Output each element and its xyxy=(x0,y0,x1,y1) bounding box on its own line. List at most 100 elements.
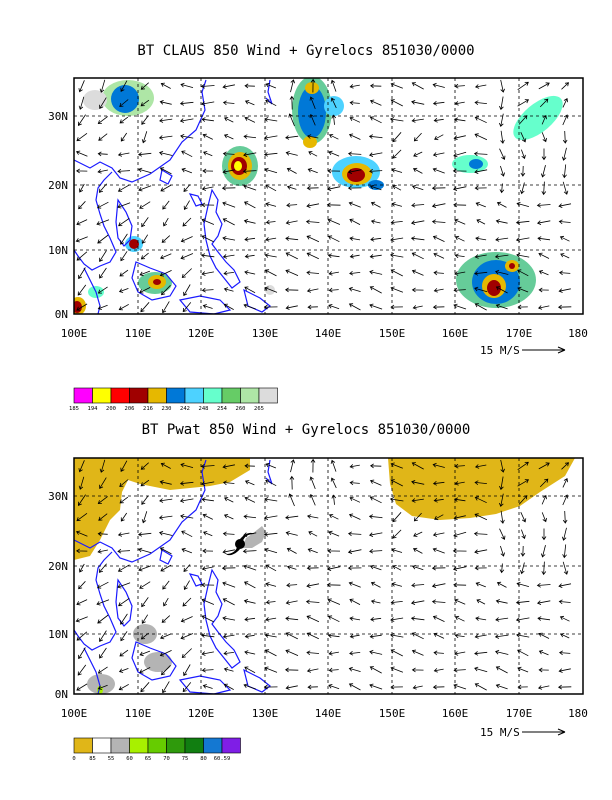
wind-arrow xyxy=(243,219,256,224)
wind-arrow xyxy=(330,79,337,92)
x-tick-label: 100E xyxy=(61,327,88,340)
wind-arrow xyxy=(369,666,382,674)
wind-arrow xyxy=(562,130,568,144)
wind-arrow xyxy=(243,581,256,589)
wind-arrow xyxy=(285,151,298,156)
x-tick-label: 180 xyxy=(568,707,588,720)
wind-arrow xyxy=(158,150,173,156)
wind-arrow xyxy=(158,515,173,520)
wind-arrow xyxy=(391,548,403,553)
wind-arrow xyxy=(538,82,550,90)
wind-arrow xyxy=(475,202,486,208)
wind-arrow xyxy=(368,532,383,537)
wind-arrow xyxy=(500,165,505,177)
x-tick-label: 160E xyxy=(442,707,469,720)
x-tick-label: 150E xyxy=(379,707,406,720)
wind-arrow xyxy=(349,496,361,503)
wind-arrow xyxy=(201,598,215,605)
colorbar-label: 80 xyxy=(200,756,207,762)
wind-arrow xyxy=(264,666,278,673)
wind-arrow xyxy=(411,269,424,276)
panel1-map: 100E 110E 120E 130E 140E 150E 160E 170E … xyxy=(48,77,588,412)
wind-arrow xyxy=(162,681,170,694)
wind-arrow xyxy=(411,667,424,673)
wind-arrow xyxy=(432,547,445,554)
wind-arrow xyxy=(349,480,360,486)
wind-arrow xyxy=(327,598,341,605)
wind-arrow xyxy=(306,134,319,139)
wind-arrow xyxy=(159,547,172,555)
wind-arrow xyxy=(500,510,505,524)
x-tick-label: 130E xyxy=(252,327,279,340)
wind-arrow xyxy=(307,548,318,554)
wind-arrow xyxy=(540,165,546,178)
wind-arrow xyxy=(160,253,172,260)
wind-arrow xyxy=(474,116,487,124)
wind-arrow xyxy=(222,201,236,208)
wind-arrow xyxy=(411,582,425,588)
wind-arrow xyxy=(452,566,467,571)
wind-arrow xyxy=(411,252,424,260)
wind-arrow xyxy=(285,305,298,310)
wind-arrow xyxy=(515,600,530,605)
wind-arrow xyxy=(99,647,107,659)
wind-arrow xyxy=(200,633,215,638)
wind-arrow xyxy=(141,614,149,624)
wind-arrow xyxy=(99,477,107,490)
wind-arrow xyxy=(413,531,423,537)
wind-arrow xyxy=(263,532,278,537)
wind-arrow xyxy=(75,236,88,243)
wind-arrow xyxy=(183,184,191,193)
wind-arrow xyxy=(96,581,109,589)
wind-arrow xyxy=(433,270,444,276)
wind-arrow xyxy=(474,683,487,691)
wind-arrow xyxy=(348,666,361,672)
wind-arrow xyxy=(390,649,403,657)
wind-arrow xyxy=(453,497,466,502)
wind-arrow xyxy=(263,135,278,140)
colorbar-swatch xyxy=(92,737,112,754)
wind-arrow xyxy=(390,219,403,225)
wind-arrow xyxy=(411,462,424,470)
wind-arrow xyxy=(558,288,571,293)
wind-arrow xyxy=(539,478,549,488)
wind-arrow xyxy=(75,150,88,157)
wind-arrow xyxy=(475,616,487,621)
colorbar-label: 200 xyxy=(106,406,116,412)
wind-arrow xyxy=(348,581,361,588)
wind-arrow xyxy=(349,84,360,89)
colorbar-label: 0 xyxy=(72,756,75,762)
wind-arrow xyxy=(453,151,467,158)
wind-arrow xyxy=(244,463,255,469)
wind-arrow xyxy=(159,498,173,503)
wind-arrow xyxy=(558,203,572,208)
coastline xyxy=(74,79,273,314)
wind-arrow xyxy=(538,287,549,293)
wind-arrow xyxy=(536,220,551,225)
wind-arrow xyxy=(243,152,257,157)
wind-arrow xyxy=(118,304,129,311)
wind-arrow xyxy=(538,462,550,470)
y-axis: 0N 10N 20N 30N xyxy=(48,490,68,701)
wind-arrow xyxy=(495,683,508,690)
wind-arrow xyxy=(201,615,214,623)
wind-arrow xyxy=(392,512,402,523)
wind-arrow xyxy=(306,203,320,208)
wind-arrow xyxy=(369,548,383,554)
wind-arrow xyxy=(517,99,530,107)
wind-arrow xyxy=(141,234,149,244)
wind-arrow xyxy=(306,615,320,623)
wind-arrow xyxy=(183,564,191,573)
wind-arrow xyxy=(453,582,467,588)
wind-arrow xyxy=(369,649,383,655)
wind-arrow xyxy=(562,561,569,575)
wind-arrow xyxy=(285,269,299,276)
wind-arrow xyxy=(431,599,446,605)
wind-arrow xyxy=(286,565,297,570)
wind-arrow xyxy=(118,217,130,227)
coastline xyxy=(74,459,273,694)
wind-arrow xyxy=(159,100,172,105)
wind-arrow xyxy=(520,132,527,143)
wind-arrow xyxy=(202,684,213,689)
wind-arrow xyxy=(369,99,382,106)
